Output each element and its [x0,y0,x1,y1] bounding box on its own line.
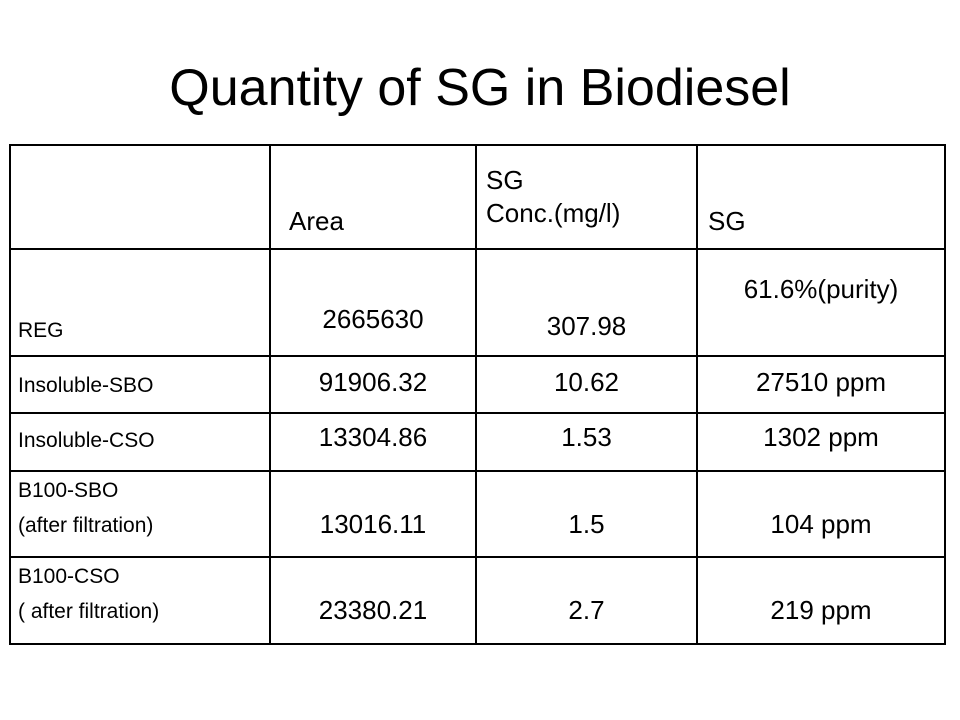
header-sg-conc-line1: SG [486,165,524,195]
row-label: REG [18,319,64,342]
cell-sg: 219 ppm [770,595,872,625]
cell-sg: 61.6%(purity) [743,274,899,304]
cell-area: 91906.32 [318,367,428,397]
slide-title: Quantity of SG in Biodiesel [169,59,791,117]
table-border-top [9,144,946,146]
table-border-right [944,144,946,645]
cell-sg: 27510 ppm [755,367,887,397]
table-col-divider [475,144,477,645]
table-col-divider [269,144,271,645]
cell-sg: 104 ppm [770,509,872,539]
cell-conc: 307.98 [546,311,627,341]
table-row-divider [9,355,946,357]
row-label: B100-SBO [18,479,119,502]
table-row-divider [9,412,946,414]
cell-area: 13016.11 [319,509,427,539]
header-sg: SG [708,206,746,236]
row-label: Insoluble-SBO [18,374,154,397]
row-label: Insoluble-CSO [18,429,155,452]
table-border-bottom [9,643,946,645]
cell-sg: 1302 ppm [763,422,879,452]
header-sg-conc-line2: Conc.(mg/l) [486,198,621,228]
table-col-divider [696,144,698,645]
cell-conc: 1.53 [561,422,612,452]
cell-area: 2665630 [322,304,424,334]
row-label: B100-CSO [18,565,120,588]
cell-conc: 1.5 [568,509,605,539]
cell-conc: 2.7 [568,595,605,625]
table-row-divider [9,470,946,472]
cell-area: 13304.86 [318,422,428,452]
row-label-sub: ( after filtration) [18,600,160,623]
cell-conc: 10.62 [553,367,620,397]
header-area: Area [289,206,344,236]
table-border-left [9,144,11,645]
table-row-divider [9,248,946,250]
table-row-divider [9,556,946,558]
row-label-sub: (after filtration) [18,514,154,537]
cell-area: 23380.21 [318,595,428,625]
